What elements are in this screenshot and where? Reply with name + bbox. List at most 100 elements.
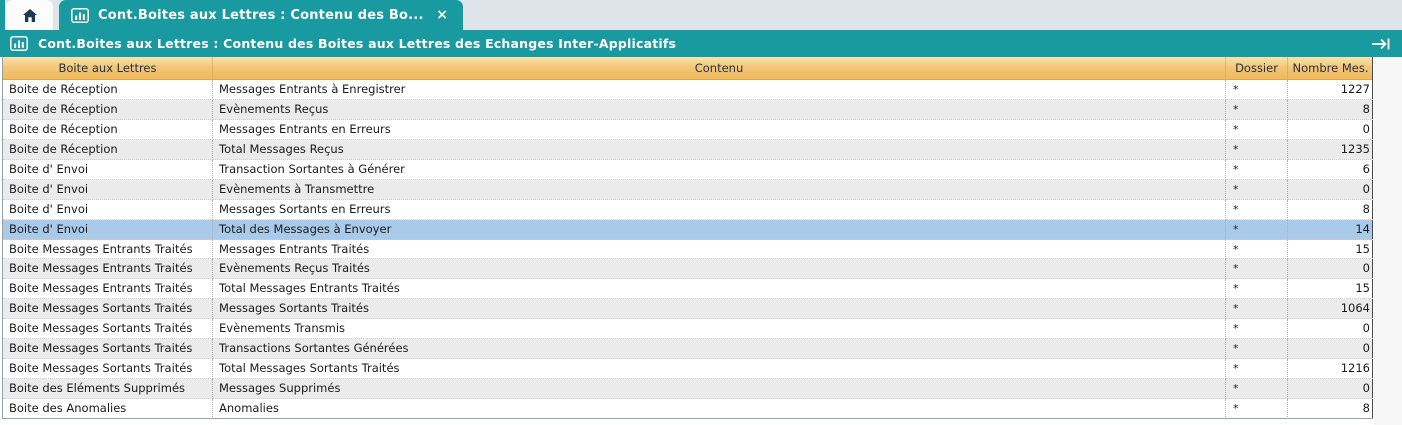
table-row[interactable]: Boite Messages Sortants Traités Evènemen… <box>3 319 1373 340</box>
cell-contenu: Anomalies <box>213 399 1226 419</box>
home-icon <box>22 8 38 23</box>
cell-contenu: Evènements Transmis <box>213 319 1226 340</box>
cell-nombre-mes: 15 <box>1288 279 1373 300</box>
column-header-contenu[interactable]: Contenu <box>213 57 1226 79</box>
table-row[interactable]: Boite des Anomalies Anomalies * 8 <box>3 399 1373 419</box>
table-row[interactable]: Boite Messages Sortants Traités Messages… <box>3 299 1373 320</box>
cell-mailbox: Boite de Réception <box>3 119 213 140</box>
cell-mailbox: Boite Messages Sortants Traités <box>3 359 213 380</box>
cell-contenu: Messages Entrants Traités <box>213 239 1226 260</box>
cell-nombre-mes: 1227 <box>1288 80 1373 100</box>
cell-contenu: Messages Supprimés <box>213 379 1226 399</box>
cell-dossier: * <box>1226 179 1288 200</box>
cell-mailbox: Boite Messages Sortants Traités <box>3 319 213 340</box>
cell-nombre-mes: 14 <box>1288 220 1373 240</box>
table-header-row: Boite aux Lettres Contenu Dossier Nombre… <box>3 57 1372 80</box>
cell-dossier: * <box>1226 379 1288 399</box>
tab-right-arrow-icon[interactable] <box>1370 36 1392 52</box>
cell-dossier: * <box>1226 199 1288 220</box>
tab-home[interactable] <box>6 0 53 30</box>
cell-nombre-mes: 6 <box>1288 160 1373 180</box>
cell-contenu: Transactions Sortantes Générées <box>213 339 1226 360</box>
table-row[interactable]: Boite des Eléments Supprimés Messages Su… <box>3 379 1373 399</box>
tab-bar: Cont.Boites aux Lettres : Contenu des Bo… <box>0 0 1402 30</box>
cell-contenu: Messages Sortants en Erreurs <box>213 199 1226 220</box>
cell-nombre-mes: 8 <box>1288 200 1373 220</box>
cell-nombre-mes: 8 <box>1288 399 1373 419</box>
cell-contenu: Evènements Reçus Traités <box>213 259 1226 280</box>
cell-nombre-mes: 1235 <box>1288 140 1373 160</box>
table-row[interactable]: Boite d' Envoi Total des Messages à Envo… <box>3 219 1373 240</box>
cell-nombre-mes: 0 <box>1288 180 1373 200</box>
column-header-boite-aux-lettres[interactable]: Boite aux Lettres <box>3 57 213 79</box>
cell-mailbox: Boite de Réception <box>3 99 213 120</box>
table-row[interactable]: Boite Messages Sortants Traités Transact… <box>3 339 1373 360</box>
cell-nombre-mes: 1064 <box>1288 299 1373 320</box>
cell-dossier: * <box>1226 279 1288 300</box>
cell-contenu: Total Messages Sortants Traités <box>213 359 1226 380</box>
cell-dossier: * <box>1226 139 1288 160</box>
cell-nombre-mes: 0 <box>1288 339 1373 360</box>
tab-label: Cont.Boites aux Lettres : Contenu des Bo… <box>98 7 424 23</box>
view-title-bar: Cont.Boites aux Lettres : Contenu des Bo… <box>0 30 1402 57</box>
page-title: Cont.Boites aux Lettres : Contenu des Bo… <box>38 36 677 51</box>
cell-dossier: * <box>1226 319 1288 340</box>
table-row[interactable]: Boite de Réception Evènements Reçus * 8 <box>3 99 1373 120</box>
column-header-nombre-mes[interactable]: Nombre Mes. <box>1292 61 1369 75</box>
table-body: Boite de Réception Messages Entrants à E… <box>3 80 1373 419</box>
cell-contenu: Evènements à Transmettre <box>213 179 1226 200</box>
cell-contenu: Transaction Sortantes à Générer <box>213 159 1226 180</box>
cell-mailbox: Boite d' Envoi <box>3 159 213 180</box>
cell-nombre-mes: 8 <box>1288 100 1373 120</box>
cell-dossier: * <box>1226 99 1288 120</box>
bar-chart-icon <box>71 7 89 23</box>
cell-mailbox: Boite de Réception <box>3 80 213 100</box>
table-row[interactable]: Boite d' Envoi Evènements à Transmettre … <box>3 179 1373 200</box>
cell-mailbox: Boite d' Envoi <box>3 199 213 220</box>
cell-mailbox: Boite d' Envoi <box>3 219 213 240</box>
cell-contenu: Evènements Reçus <box>213 99 1226 120</box>
cell-mailbox: Boite Messages Entrants Traités <box>3 239 213 260</box>
close-icon[interactable]: × <box>436 7 448 23</box>
table-row[interactable]: Boite Messages Sortants Traités Total Me… <box>3 359 1373 380</box>
cell-mailbox: Boite Messages Entrants Traités <box>3 259 213 280</box>
cell-dossier: * <box>1226 299 1288 320</box>
table-row[interactable]: Boite de Réception Messages Entrants en … <box>3 119 1373 140</box>
right-gutter <box>1374 57 1402 425</box>
cell-contenu: Messages Sortants Traités <box>213 299 1226 320</box>
cell-dossier: * <box>1226 119 1288 140</box>
cell-nombre-mes: 0 <box>1288 319 1373 340</box>
cell-mailbox: Boite de Réception <box>3 139 213 160</box>
table-row[interactable]: Boite de Réception Messages Entrants à E… <box>3 80 1373 100</box>
mailbox-table: Boite aux Lettres Contenu Dossier Nombre… <box>2 57 1373 419</box>
cell-contenu: Messages Entrants à Enregistrer <box>213 80 1226 100</box>
table-row[interactable]: Boite d' Envoi Messages Sortants en Erre… <box>3 199 1373 220</box>
cell-contenu: Total Messages Reçus <box>213 139 1226 160</box>
cell-mailbox: Boite Messages Entrants Traités <box>3 279 213 300</box>
table-row[interactable]: Boite de Réception Total Messages Reçus … <box>3 139 1373 160</box>
cell-contenu: Total Messages Entrants Traités <box>213 279 1226 300</box>
cell-nombre-mes: 1216 <box>1288 359 1373 380</box>
cell-dossier: * <box>1226 219 1288 240</box>
bar-chart-icon <box>10 36 28 51</box>
table-row[interactable]: Boite d' Envoi Transaction Sortantes à G… <box>3 159 1373 180</box>
cell-dossier: * <box>1226 359 1288 380</box>
cell-mailbox: Boite des Eléments Supprimés <box>3 379 213 399</box>
cell-contenu: Total des Messages à Envoyer <box>213 219 1226 240</box>
cell-nombre-mes: 0 <box>1288 120 1373 140</box>
cell-mailbox: Boite d' Envoi <box>3 179 213 200</box>
cell-dossier: * <box>1226 159 1288 180</box>
table-row[interactable]: Boite Messages Entrants Traités Messages… <box>3 239 1373 260</box>
window-edge <box>0 0 5 30</box>
cell-mailbox: Boite des Anomalies <box>3 399 213 419</box>
column-header-dossier[interactable]: Dossier <box>1226 57 1288 79</box>
table-row[interactable]: Boite Messages Entrants Traités Evènemen… <box>3 259 1373 280</box>
cell-mailbox: Boite Messages Sortants Traités <box>3 299 213 320</box>
cell-nombre-mes: 0 <box>1288 379 1373 399</box>
tab-cont-boites[interactable]: Cont.Boites aux Lettres : Contenu des Bo… <box>59 0 463 30</box>
cell-nombre-mes: 0 <box>1288 259 1373 280</box>
cell-mailbox: Boite Messages Sortants Traités <box>3 339 213 360</box>
cell-dossier: * <box>1226 259 1288 280</box>
table-row[interactable]: Boite Messages Entrants Traités Total Me… <box>3 279 1373 300</box>
